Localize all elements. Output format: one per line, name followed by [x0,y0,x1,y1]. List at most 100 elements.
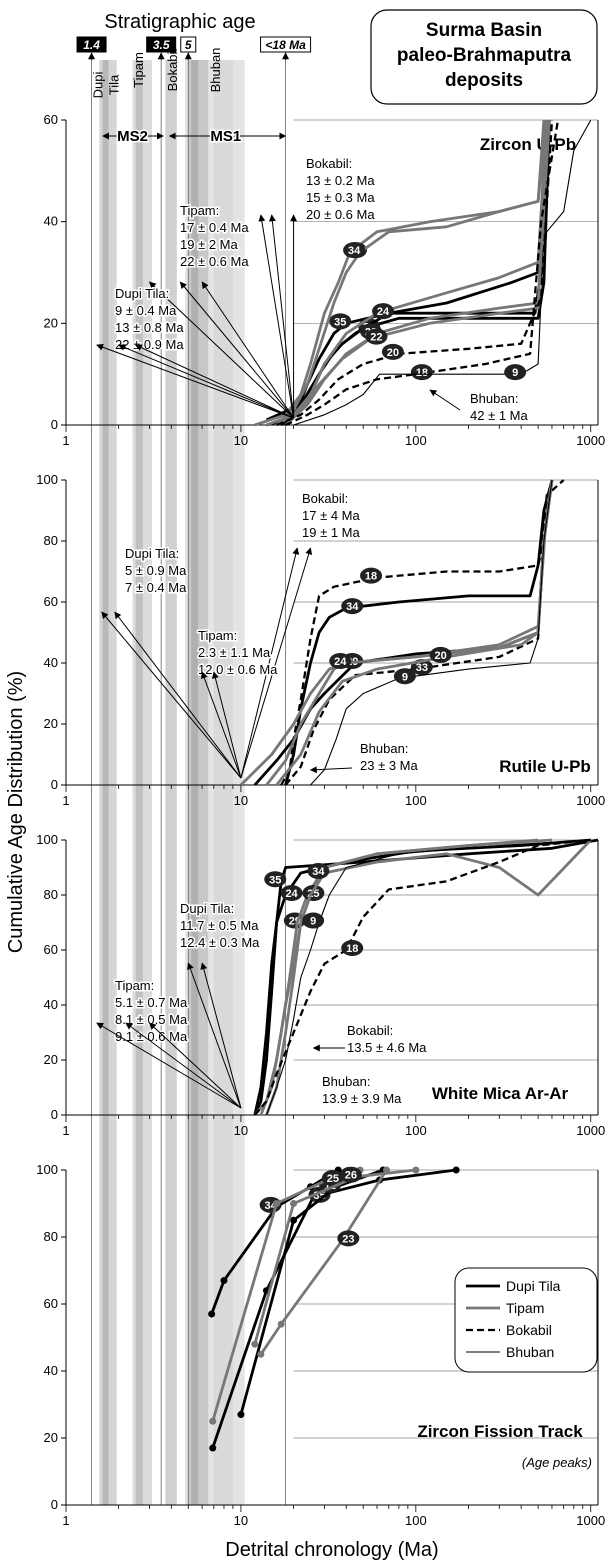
x-tick-label: 100 [405,433,427,448]
data-point [208,1310,216,1318]
annotation-arrow [429,389,461,411]
series-badge [365,328,388,345]
annotation-line: Bhuban: [322,1074,370,1089]
series-badge [343,242,366,259]
y-tick-label: 0 [51,1107,58,1122]
annotation-line: Bhuban: [470,391,518,406]
annotation-line: 7 ± 0.4 Ma [125,580,187,595]
series-line [259,838,539,1116]
series-line [253,479,554,786]
series-badge-label: 9 [512,367,518,379]
x-tick-label: 1000 [576,433,605,448]
x-tick-label: 100 [405,1123,427,1138]
annotation-arrow [258,214,295,419]
annotation-arrow [268,214,295,419]
x-tick-label: 1 [62,1123,69,1138]
annotation-line: 22 ± 0.6 Ma [180,254,249,269]
annotation-arrow [211,671,242,779]
series-line [280,479,565,786]
annotation-arrow [114,611,242,779]
annotation-line: 20 ± 0.6 Ma [306,207,375,222]
data-point [273,1200,281,1207]
y-axis-title: Cumulative Age Distribution (%) [5,671,27,953]
series-badge [410,364,433,381]
strat-label: Stratigraphic age [104,11,255,33]
annotation-line: 23 ± 3 Ma [360,758,418,773]
series-badge-label: 24 [285,888,298,900]
annotation-line: 13 ± 0.2 Ma [306,173,375,188]
annotation-arrow [134,344,294,419]
series-badge-label: 26 [345,1170,357,1182]
series-badge [329,313,352,330]
basin-title-box [370,9,598,105]
series-line [253,838,553,1116]
series-badge-label: 33 [416,662,428,674]
age-annotation: Tipam:5.1 ± 0.7 Ma8.1 ± 0.5 Ma9.1 ± 0.6 … [96,977,242,1109]
data-point [209,1417,217,1425]
strat-band [213,60,233,1505]
strat-box-label: 1.4 [83,38,100,52]
series-badge-label: 23 [342,1233,354,1245]
annotation-line: 12.4 ± 0.3 Ma [180,935,260,950]
series-group-4: Zircon Fission Track(Age peaks)343511252… [208,1166,592,1470]
formation-label: Bokabil [165,49,180,92]
series-line [239,479,554,786]
x-tick-label: 1 [62,1513,69,1528]
panel-3: 0 20 40 60 80 100 1 10 100 1000 [36,832,605,1138]
x-tick-label: 10 [234,1513,248,1528]
legend: Dupi Tila Tipam Bokabil Bhuban [454,1267,598,1373]
series-badge [393,668,416,685]
strat-box [180,36,197,53]
ms1-label: MS1 [210,128,241,145]
strat-band [165,60,177,1505]
age-annotation: Bokabil: 13 ± 0.2 Ma 15 ± 0.3 Ma 20 ± 0.6 M… [258,155,377,419]
data-point [452,1166,460,1174]
series-line [253,838,599,1116]
y-tick-label: 20 [44,716,58,731]
annotation-line: 17 ± 4 Ma [302,508,360,523]
series-badge-label: 9 [310,916,316,928]
panel-2: 0 20 40 60 80 100 1 10 100 1000 [36,472,605,808]
series-line [265,839,592,1116]
series-line [285,119,560,427]
annotation-line: Tipam: [115,978,154,993]
panel-title: Zircon U-Pb [480,135,576,154]
x-tick-label: 1000 [576,793,605,808]
series-badge-label: 18 [365,571,377,583]
x-tick-label: 1 [62,433,69,448]
legend-box [454,1267,598,1373]
series-badge-label: 9 [402,671,408,683]
annotation-line: Dupi Tila: [180,901,234,916]
formation-label: Dupi [91,72,106,99]
legend-label: Tipam [506,1300,544,1316]
annotation-line: 5.1 ± 0.7 Ma [115,995,188,1010]
annotation-arrow [240,547,313,779]
series-line [254,119,546,427]
annotation-arrow [200,671,242,779]
series-badge [307,863,330,879]
x-tick-label: 10 [234,793,248,808]
series-badge-label: 35 [269,874,281,886]
series-badge [302,885,325,901]
strat-band [191,60,199,1505]
annotation-arrow [148,1022,242,1109]
data-point [237,1411,245,1419]
x-tick-label: 10 [234,1123,248,1138]
series-badge [302,912,325,929]
x-tick-label: 100 [405,1513,427,1528]
series-badge-label: 20 [387,347,399,359]
annotation-line: Dupi Tila: [125,546,179,561]
series-badge-label: 34 [346,601,359,613]
annotation-line: 42 ± 1 Ma [470,408,528,423]
annotation-line: Bhuban: [360,741,408,756]
strat-box-label: 5 [185,38,192,52]
annotation-arrow [309,766,353,774]
x-tick-label: 1000 [576,1123,605,1138]
annotation-line: 19 ± 2 Ma [180,237,238,252]
strat-box [146,36,177,53]
annotation-arrow [118,344,294,419]
annotation-line: 15 ± 0.3 Ma [306,190,375,205]
series-badge-label: 22 [370,332,382,344]
